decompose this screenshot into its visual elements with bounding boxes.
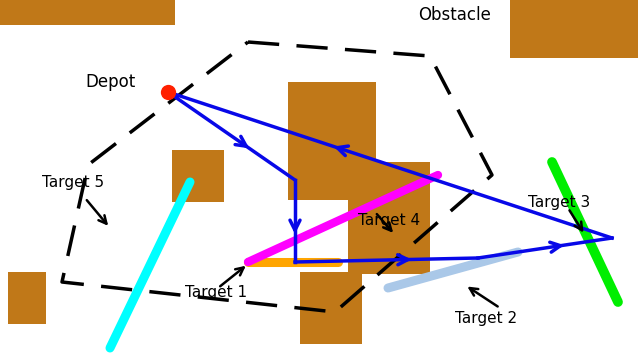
Text: Target 4: Target 4 — [358, 213, 420, 227]
Text: Obstacle: Obstacle — [418, 6, 491, 24]
Bar — [172, 150, 224, 202]
Bar — [8, 272, 46, 324]
Bar — [510, 0, 638, 58]
Bar — [0, 0, 175, 25]
Text: Target 3: Target 3 — [528, 195, 590, 209]
Bar — [348, 162, 430, 274]
Bar — [300, 272, 362, 344]
Text: Target 1: Target 1 — [185, 286, 247, 300]
Bar — [288, 82, 376, 200]
Text: Depot: Depot — [85, 73, 135, 91]
Text: Target 5: Target 5 — [42, 174, 104, 190]
Text: Target 2: Target 2 — [455, 311, 517, 325]
